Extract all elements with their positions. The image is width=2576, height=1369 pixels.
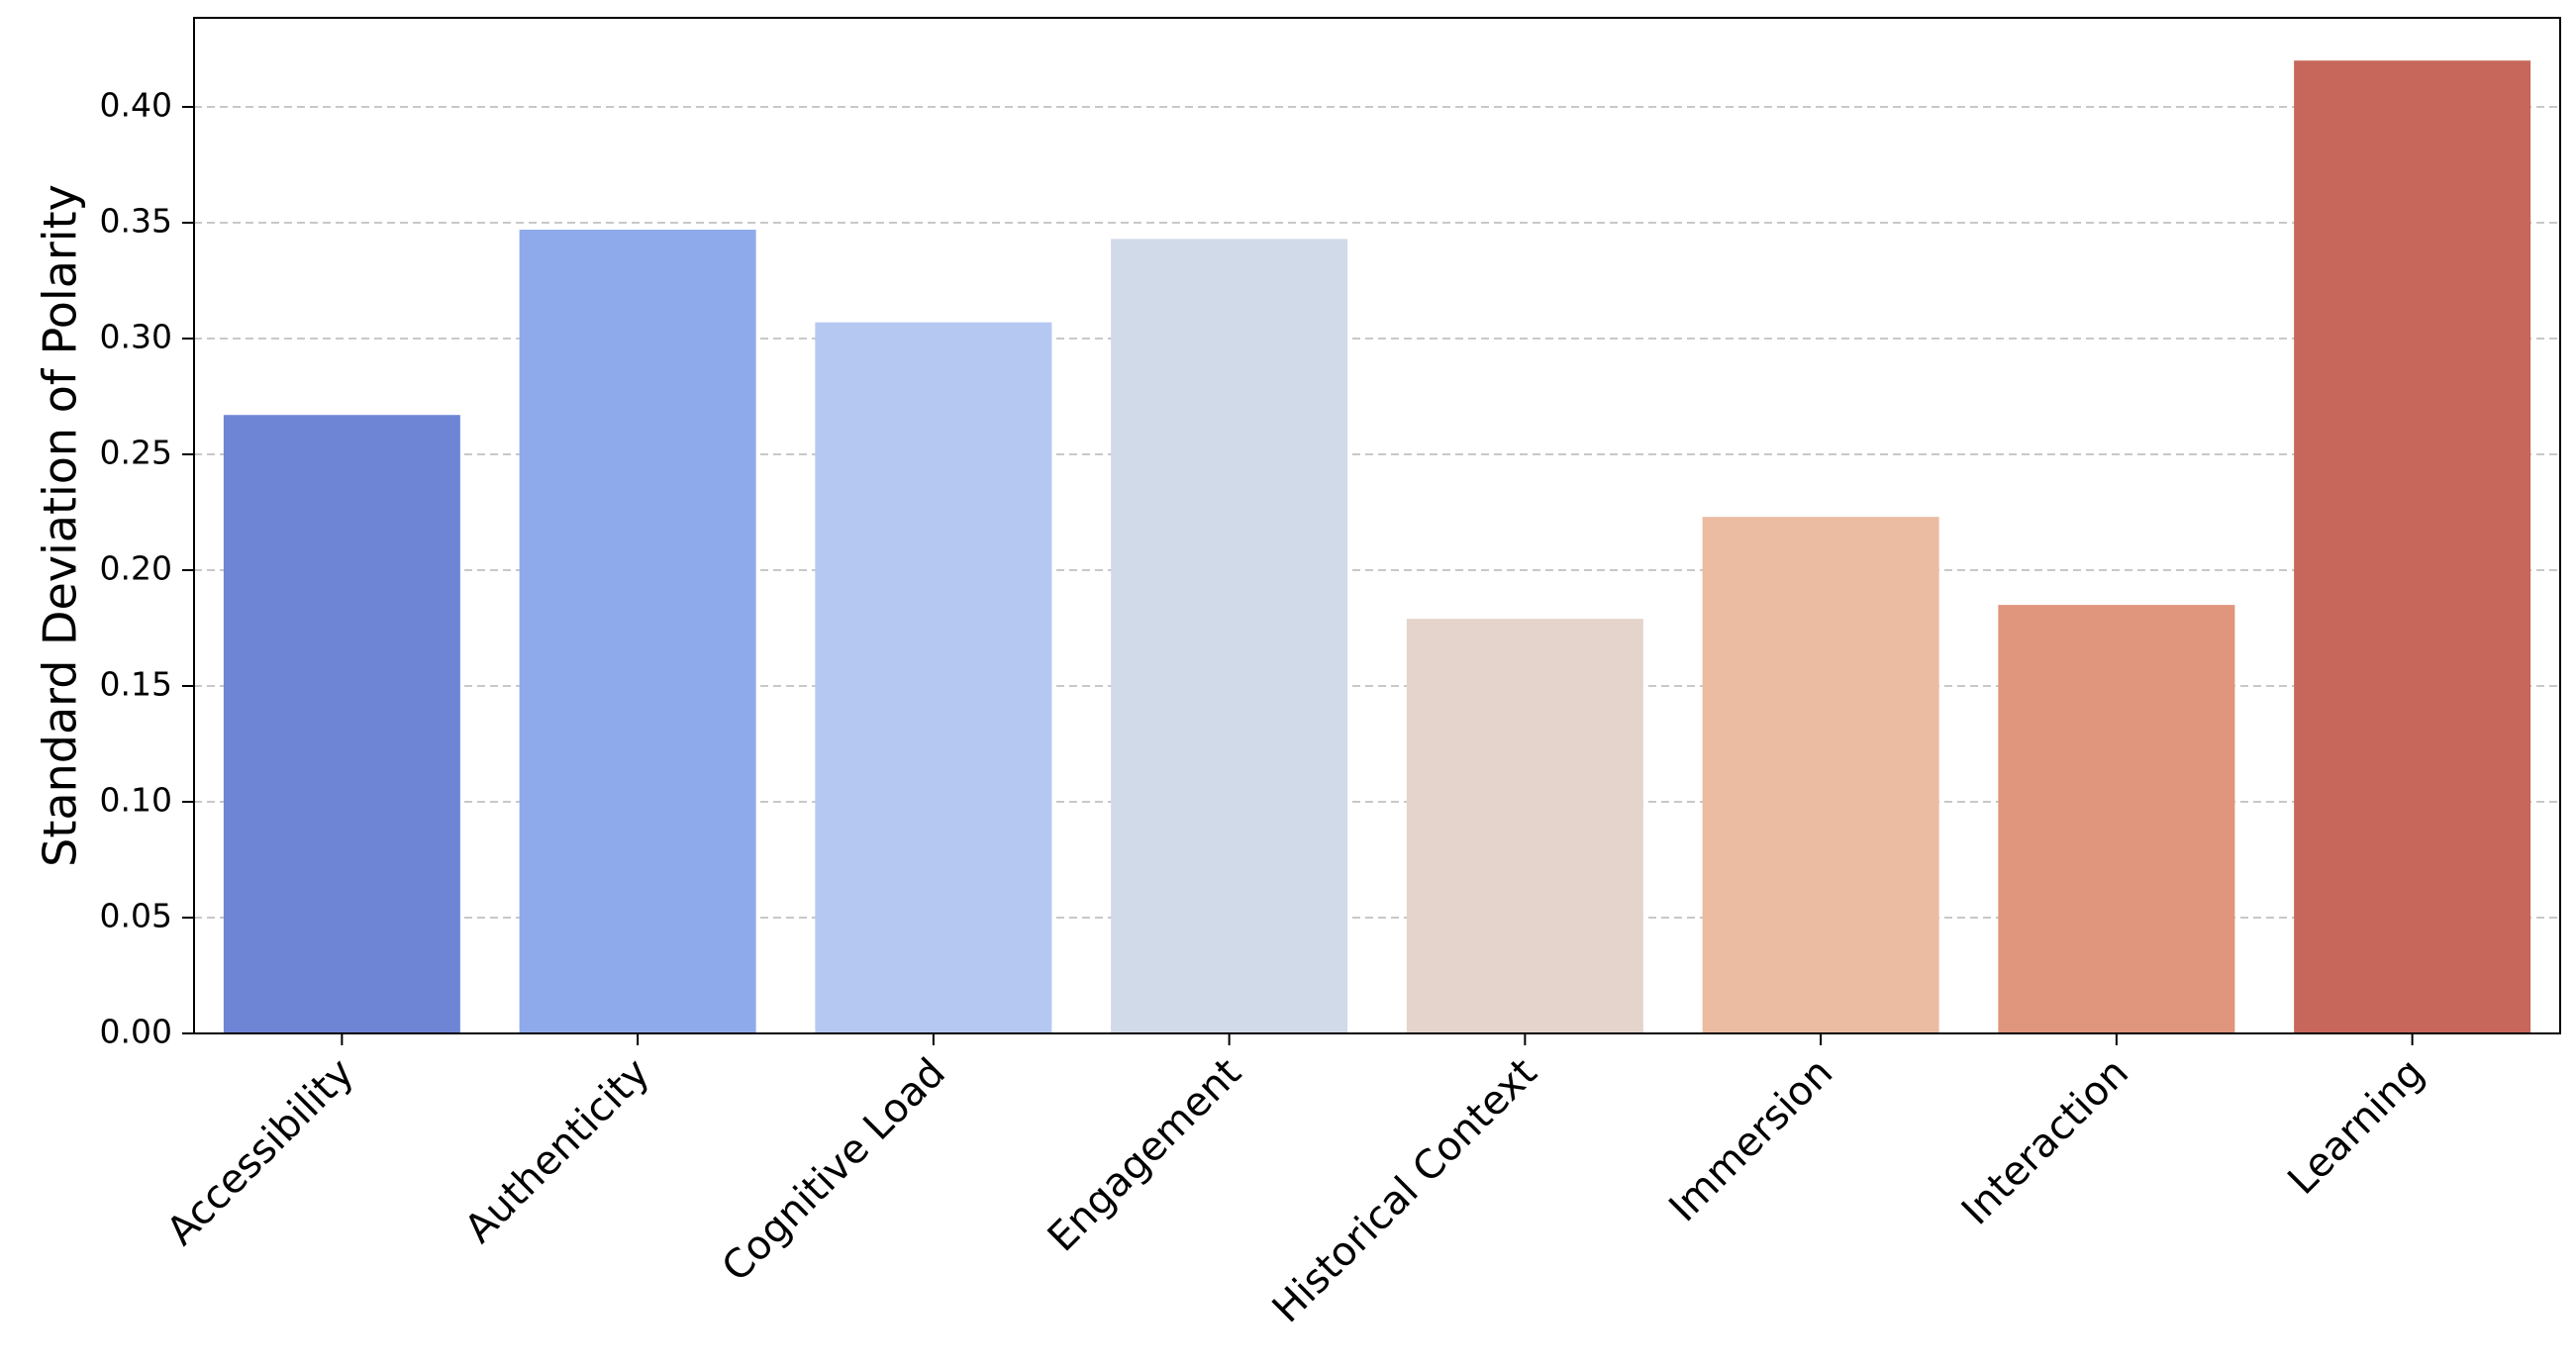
y-tick-label: 0.35 xyxy=(100,202,172,241)
x-tick-label: Interaction xyxy=(1953,1050,2137,1234)
y-axis-title: Standard Deviation of Polarity xyxy=(34,184,87,867)
y-tick-label: 0.15 xyxy=(100,665,172,704)
x-axis-ticks: Accessibility Authenticity Cognitive Load E… xyxy=(158,1033,2433,1331)
bar xyxy=(223,415,460,1034)
x-tick-label: Immersion xyxy=(1660,1050,1841,1231)
x-tick-label: Accessibility xyxy=(158,1050,363,1255)
bar xyxy=(815,322,1052,1033)
y-tick-label: 0.05 xyxy=(100,897,172,935)
bar xyxy=(2294,60,2531,1033)
bar xyxy=(1702,517,1939,1033)
y-axis-ticks: 0.00 0.05 0.10 0.15 0.20 0.25 0.30 0.35 0.40 xyxy=(100,86,194,1051)
y-tick-label: 0.25 xyxy=(100,434,172,472)
y-tick-label: 0.40 xyxy=(100,86,172,125)
bars xyxy=(223,60,2531,1034)
bar xyxy=(519,230,756,1033)
x-tick-label: Engagement xyxy=(1040,1050,1250,1261)
x-tick-label: Learning xyxy=(2279,1050,2432,1204)
bar xyxy=(1111,239,1348,1033)
bar xyxy=(1406,619,1643,1033)
bar xyxy=(1998,605,2235,1033)
x-tick-label: Cognitive Load xyxy=(714,1050,954,1291)
x-tick-label: Historical Context xyxy=(1264,1050,1546,1332)
x-tick-label: Authenticity xyxy=(456,1050,658,1252)
y-tick-label: 0.20 xyxy=(100,549,172,588)
plot-frame xyxy=(193,17,2561,1034)
y-tick-label: 0.10 xyxy=(100,781,172,820)
y-tick-label: 0.30 xyxy=(100,318,172,356)
y-tick-label: 0.00 xyxy=(100,1013,172,1051)
